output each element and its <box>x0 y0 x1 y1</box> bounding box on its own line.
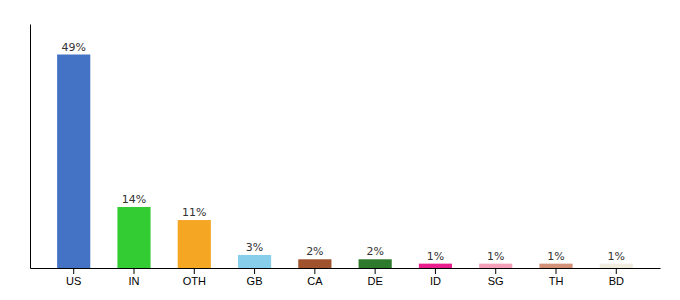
x-tick-label: SG <box>488 275 504 287</box>
bar <box>178 220 211 268</box>
bar <box>117 207 150 268</box>
data-label: 1% <box>608 250 625 263</box>
data-label: 1% <box>487 250 504 263</box>
x-tick-label: US <box>66 275 81 287</box>
x-tick-mark <box>73 268 74 274</box>
x-axis: US IN OTH GB CA DE ID SG TH BD <box>31 268 661 287</box>
x-tick-mark <box>616 268 617 274</box>
data-label: 11% <box>182 206 206 219</box>
x-axis-line <box>31 268 661 269</box>
bar <box>479 264 512 268</box>
bar <box>600 264 633 268</box>
bar <box>419 264 452 268</box>
x-tick-mark <box>495 268 496 274</box>
x-tick: IN <box>128 268 139 287</box>
x-tick-label: GB <box>247 275 263 287</box>
bar <box>238 255 271 268</box>
x-tick-mark <box>194 268 195 274</box>
x-tick-label: CA <box>307 275 323 287</box>
x-tick: DE <box>368 268 383 287</box>
x-tick-mark <box>375 268 376 274</box>
x-tick: CA <box>307 268 323 287</box>
data-label: 14% <box>122 193 146 206</box>
bar <box>539 264 572 268</box>
data-label: 1% <box>547 250 564 263</box>
x-tick-mark <box>556 268 557 274</box>
data-label: 3% <box>246 241 263 254</box>
x-tick: ID <box>430 268 441 287</box>
y-axis-line <box>30 25 31 269</box>
chart: US IN OTH GB CA DE ID SG TH BD 49% 14% 11% 3% 2% 2% 1% 1%… <box>0 0 680 300</box>
x-tick-mark <box>254 268 255 274</box>
bar <box>298 259 331 268</box>
bar <box>57 55 90 269</box>
data-label: 2% <box>366 245 383 258</box>
x-tick-label: ID <box>430 275 441 287</box>
data-label: 1% <box>427 250 444 263</box>
data-label: 2% <box>306 245 323 258</box>
data-label: 49% <box>61 41 85 54</box>
x-tick-label: OTH <box>183 275 206 287</box>
x-tick-label: IN <box>128 275 139 287</box>
data-labels: 49% 14% 11% 3% 2% 2% 1% 1% 1% 1% <box>61 41 625 263</box>
x-tick-mark <box>133 268 134 274</box>
x-tick: OTH <box>183 268 206 287</box>
bar <box>359 259 392 268</box>
x-tick: GB <box>247 268 263 287</box>
x-tick: TH <box>549 268 564 287</box>
x-tick-label: BD <box>609 275 624 287</box>
y-axis <box>30 25 31 269</box>
bars <box>57 55 633 269</box>
x-tick: BD <box>609 268 624 287</box>
x-tick: SG <box>488 268 504 287</box>
x-tick-label: TH <box>549 275 564 287</box>
x-tick-mark <box>435 268 436 274</box>
plot: US IN OTH GB CA DE ID SG TH BD 49% 14% 11% 3% 2% 2% 1% 1%… <box>31 25 661 287</box>
x-tick-label: DE <box>368 275 383 287</box>
x-tick-mark <box>314 268 315 274</box>
x-tick: US <box>66 268 81 287</box>
